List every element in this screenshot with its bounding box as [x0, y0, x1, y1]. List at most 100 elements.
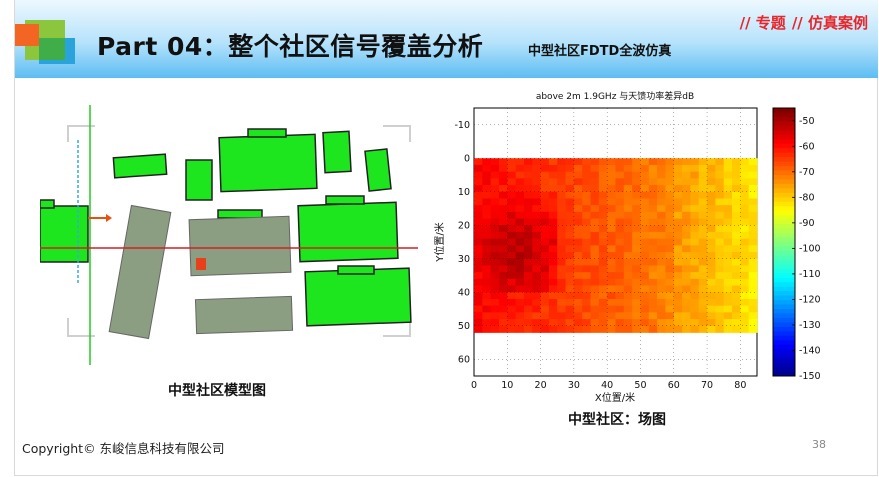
colorbar-segment — [773, 152, 795, 158]
heat-cell — [607, 178, 616, 186]
heat-cell — [565, 325, 575, 333]
heat-cell — [532, 319, 541, 327]
heat-cell — [507, 278, 517, 286]
heat-cell — [698, 265, 708, 273]
heat-cell — [682, 211, 691, 219]
heat-cell — [707, 245, 716, 253]
heat-cell — [690, 198, 700, 206]
heat-cell — [632, 191, 641, 199]
heat-cell — [490, 319, 500, 327]
heat-cell — [548, 171, 558, 179]
heat-cell — [623, 258, 633, 266]
x-tick-labels: 0 10 20 30 40 50 60 70 80 — [471, 380, 746, 391]
heat-cell — [582, 185, 591, 193]
heat-cell — [474, 178, 483, 186]
heat-cell — [723, 278, 733, 286]
heat-cell — [732, 178, 741, 186]
heat-cell — [623, 319, 633, 327]
heat-cell — [532, 211, 541, 219]
heat-cell — [557, 265, 566, 273]
heat-cell — [615, 218, 625, 226]
heat-cell — [657, 305, 666, 313]
heat-cell — [665, 198, 675, 206]
model-frame — [67, 125, 411, 337]
heat-cell — [640, 265, 650, 273]
heat-cell — [740, 312, 750, 320]
heat-cell — [548, 245, 558, 253]
heat-cell — [707, 252, 716, 260]
heat-cell — [565, 178, 575, 186]
heat-cell — [515, 319, 525, 327]
heat-cell — [665, 225, 675, 233]
heat-cell — [474, 238, 483, 246]
heat-cell — [540, 185, 550, 193]
heat-cell — [748, 298, 758, 307]
heat-cell — [548, 292, 558, 300]
colorbar-segment — [773, 134, 795, 140]
heat-cell — [590, 285, 600, 293]
heat-cell — [557, 178, 566, 186]
heat-cell — [582, 312, 591, 320]
heat-cell — [615, 231, 625, 240]
heat-cell — [665, 178, 675, 186]
heat-cell — [732, 231, 741, 240]
heat-cell — [707, 191, 716, 199]
heat-cell — [665, 211, 675, 219]
heat-cell — [707, 319, 716, 327]
heat-cell — [623, 158, 633, 166]
heat-cell — [732, 285, 741, 293]
heat-cell — [748, 191, 758, 199]
heat-cell — [690, 278, 700, 286]
heat-cell — [565, 305, 575, 313]
heat-cell — [615, 252, 625, 260]
heat-cell — [682, 185, 691, 193]
heat-cell — [482, 245, 492, 253]
heat-cell — [598, 245, 608, 253]
heat-cell — [490, 191, 500, 199]
heat-cell — [707, 185, 716, 193]
heat-cell — [532, 171, 541, 179]
heat-cell — [732, 252, 741, 260]
heat-cell — [557, 205, 566, 213]
heat-cell — [557, 198, 566, 206]
heat-cell — [707, 298, 716, 307]
heat-cell — [573, 245, 583, 253]
heat-cell — [748, 178, 758, 186]
heat-cell — [607, 292, 616, 300]
heat-cell — [682, 319, 691, 327]
heat-cell — [648, 292, 658, 300]
heat-cell — [682, 298, 691, 307]
heat-cell — [657, 245, 666, 253]
heat-cell — [532, 158, 541, 166]
heat-cell — [648, 231, 658, 240]
heat-cell — [565, 185, 575, 193]
heat-cell — [723, 285, 733, 293]
heat-cell — [682, 292, 691, 300]
heat-cell — [623, 298, 633, 307]
heat-cell — [498, 205, 508, 213]
heat-cell — [690, 252, 700, 260]
logo-icon — [15, 20, 75, 64]
heat-cell — [673, 178, 683, 186]
heat-cell — [732, 298, 741, 307]
heat-cell — [607, 245, 616, 253]
heat-cell — [698, 258, 708, 266]
heat-cell — [540, 298, 550, 307]
heat-cell — [732, 245, 741, 253]
heat-cell — [540, 231, 550, 240]
heat-cell — [632, 319, 641, 327]
heat-cell — [748, 258, 758, 266]
colorbar-segment — [773, 108, 795, 113]
heat-cell — [573, 312, 583, 320]
heat-cell — [632, 278, 641, 286]
heat-cell — [607, 325, 616, 333]
heat-cell — [690, 319, 700, 327]
heat-cell — [590, 191, 600, 199]
y-tick-label: 0 — [464, 153, 470, 164]
heat-cell — [698, 164, 708, 173]
heat-cell — [723, 238, 733, 246]
heat-cell — [740, 278, 750, 286]
heat-cell — [540, 171, 550, 179]
heat-cell — [732, 238, 741, 246]
heat-cell — [573, 164, 583, 173]
